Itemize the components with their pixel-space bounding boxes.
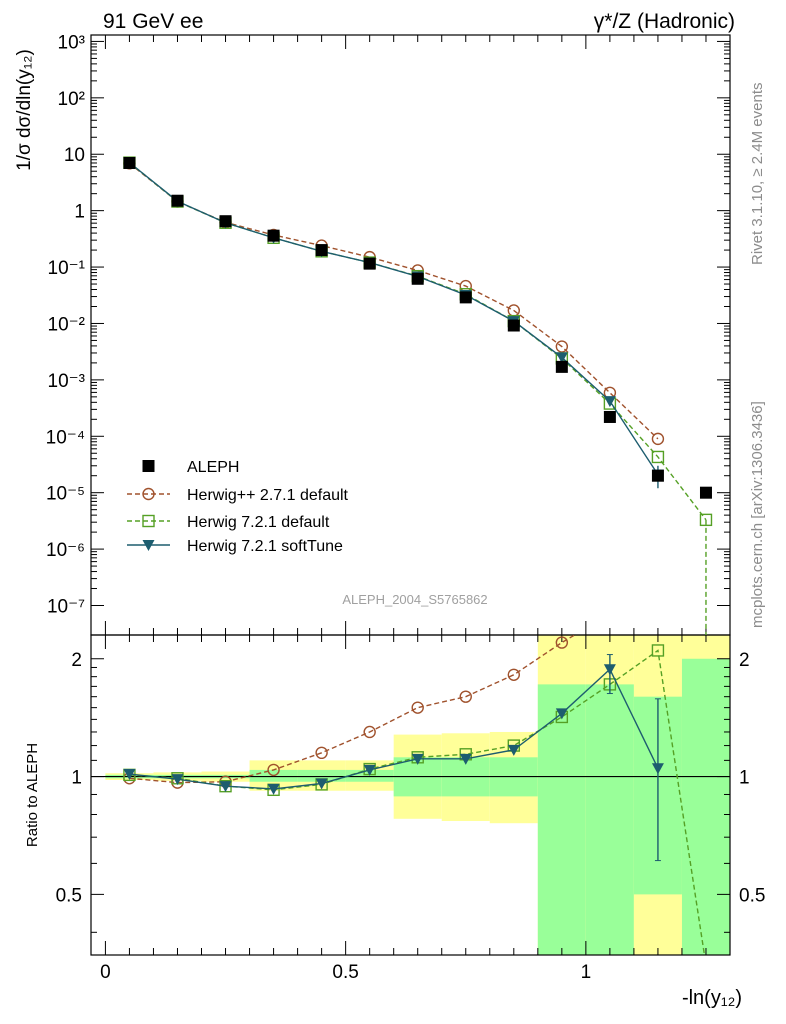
y-tick-label: 1 xyxy=(74,202,85,223)
y-tick-label: 10⁻⁴ xyxy=(46,427,85,448)
ratio-tick-label-right: 2 xyxy=(739,650,750,671)
y-axis-label-ratio: Ratio to ALEPH xyxy=(24,743,41,847)
stat-band-9 xyxy=(537,684,586,955)
main-series-group xyxy=(123,156,713,635)
header-left: 91 GeV ee xyxy=(103,10,203,33)
x-tick-label: 0.5 xyxy=(332,962,358,983)
ratio-point-herwig-7-2-1-softtune xyxy=(507,744,520,756)
stat-band-4 xyxy=(297,769,346,782)
x-tick-label: 0 xyxy=(100,962,111,983)
ratio-point-herwig-2-7-1-default xyxy=(555,636,569,649)
ratio-point-herwig-7-2-1-softtune xyxy=(171,774,184,786)
series-point-herwig-7-2-1-default xyxy=(651,450,665,464)
y-tick-label: 10² xyxy=(58,89,85,110)
ratio-point-herwig-2-7-1-default xyxy=(363,725,376,739)
ratio-line-herwig-2-7-1-default xyxy=(129,635,577,784)
ratio-point-herwig-7-2-1-default xyxy=(700,960,711,971)
ratio-point-herwig-7-2-1-softtune xyxy=(267,783,280,795)
ratio-point-herwig-7-2-1-softtune xyxy=(219,781,232,793)
y-tick-label: 10 xyxy=(64,145,85,166)
legend-label-herwig-7-2-1-default: Herwig 7.2.1 default xyxy=(187,514,330,531)
series-point-herwig-7-2-1-default xyxy=(699,513,713,527)
legend-marker-herwig-2-7-1-default xyxy=(142,487,155,501)
data-point-aleph xyxy=(603,410,616,423)
ratio-point-herwig-2-7-1-default xyxy=(604,609,615,620)
ratio-point-herwig-2-7-1-default xyxy=(411,701,424,714)
ratio-point-herwig-2-7-1-default xyxy=(507,668,520,681)
syst-band-low xyxy=(633,894,682,955)
ratio-point-herwig-7-2-1-default xyxy=(651,644,665,657)
ratio-tick-label: 0.5 xyxy=(56,885,82,906)
y-tick-label: 10⁻⁵ xyxy=(46,484,85,505)
stat-band-10 xyxy=(585,684,634,955)
data-point-aleph xyxy=(171,194,184,207)
ratio-point-herwig-2-7-1-default xyxy=(267,763,280,777)
data-point-aleph xyxy=(699,486,712,499)
y-tick-label: 10⁻¹ xyxy=(48,258,86,279)
ratio-plot-frame xyxy=(90,634,731,956)
ratio-point-herwig-7-2-1-softtune xyxy=(123,769,136,781)
ratio-point-herwig-7-2-1-softtune xyxy=(555,708,568,720)
series-point-herwig-2-7-1-default xyxy=(555,340,569,353)
ratio-point-herwig-7-2-1-softtune xyxy=(459,753,472,765)
header-right: γ*/Z (Hadronic) xyxy=(594,10,735,33)
data-point-aleph xyxy=(507,319,520,332)
data-point-aleph xyxy=(363,257,376,270)
series-line-herwig-2-7-1-default xyxy=(129,162,659,440)
x-tick-label: 1 xyxy=(581,962,592,983)
series-point-herwig-7-2-1-softtune xyxy=(555,352,568,364)
data-point-aleph xyxy=(411,272,424,285)
watermark: ALEPH_2004_S5765862 xyxy=(342,592,487,607)
y-axis-label-main: 1/σ dσ/dln(y₁₂) xyxy=(14,49,35,171)
legend-label-herwig-2-7-1-default: Herwig++ 2.7.1 default xyxy=(187,487,349,504)
y-tick-label: 10³ xyxy=(58,32,85,53)
side-label-rivet: Rivet 3.1.10, ≥ 2.4M events xyxy=(749,83,766,266)
data-point-aleph xyxy=(123,156,136,169)
legend-label-aleph: ALEPH xyxy=(187,459,239,476)
legend-marker-herwig-7-2-1-default xyxy=(142,514,155,528)
series-line-herwig-7-2-1-softtune xyxy=(128,162,659,475)
ratio-tick-label: 2 xyxy=(71,650,82,671)
side-label-mcplots: mcplots.cern.ch [arXiv:1306.3436] xyxy=(749,401,766,628)
data-point-aleph xyxy=(459,291,472,304)
ratio-tick-label: 1 xyxy=(71,768,82,789)
ratio-series-group xyxy=(123,609,711,971)
y-tick-label: 10⁻⁷ xyxy=(47,597,85,618)
y-tick-label: 10⁻² xyxy=(48,314,86,335)
series-point-herwig-2-7-1-default xyxy=(651,432,665,446)
data-point-aleph xyxy=(651,469,664,482)
data-point-aleph xyxy=(219,215,232,228)
data-point-aleph xyxy=(315,244,328,257)
x-axis-label: -ln(y₁₂) xyxy=(682,987,742,1009)
legend-label-herwig-7-2-1-softtune: Herwig 7.2.1 softTune xyxy=(187,538,343,555)
ratio-point-herwig-2-7-1-default xyxy=(315,746,328,760)
ratio-line-herwig-7-2-1-softtune xyxy=(129,668,659,790)
y-tick-label: 10⁻³ xyxy=(48,371,86,392)
y-tick-label: 10⁻⁶ xyxy=(46,540,85,561)
ratio-point-herwig-7-2-1-softtune xyxy=(411,753,424,765)
ratio-tick-label-right: 0.5 xyxy=(739,885,765,906)
ratio-point-herwig-7-2-1-softtune xyxy=(363,764,376,776)
stat-band-12 xyxy=(681,658,730,955)
data-point-aleph xyxy=(267,229,280,242)
legend-marker-aleph xyxy=(142,460,155,472)
ratio-point-herwig-7-2-1-softtune xyxy=(315,778,328,790)
ratio-tick-label-right: 1 xyxy=(739,768,750,789)
ratio-point-herwig-2-7-1-default xyxy=(459,690,472,703)
series-point-herwig-7-2-1-softtune xyxy=(603,396,616,408)
legend-marker-herwig-7-2-1-softtune xyxy=(142,540,155,551)
data-point-aleph xyxy=(555,360,568,373)
